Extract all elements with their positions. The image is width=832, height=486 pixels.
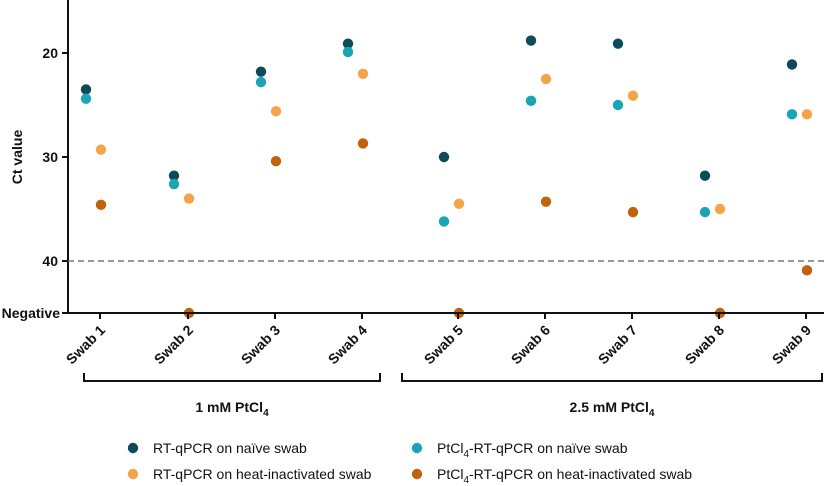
data-point <box>342 38 354 49</box>
data-point <box>270 106 282 117</box>
data-point <box>525 95 537 107</box>
x-tick-label: Swab 5 <box>421 322 467 368</box>
data-point <box>627 90 639 101</box>
y-axis-title: Ct value <box>9 130 25 185</box>
data-point <box>801 109 813 120</box>
data-point <box>438 151 450 163</box>
data-point <box>453 198 465 209</box>
data-point <box>786 109 798 120</box>
x-tick-label: Swab 7 <box>595 322 641 368</box>
legend-marker <box>411 468 423 480</box>
legend-label: PtCl4-RT-qPCR on naïve swab <box>437 440 628 460</box>
y-tick-label: 20 <box>42 45 58 61</box>
legend-label: RT-qPCR on heat-inactivated swab <box>153 466 372 482</box>
y-tick-label: 30 <box>42 149 58 165</box>
x-tick-label: Swab 1 <box>63 322 109 368</box>
legend-label: RT-qPCR on naïve swab <box>153 440 307 456</box>
plot-area <box>80 35 813 319</box>
legend: RT-qPCR on naïve swab RT-qPCR on heat-ina… <box>127 440 692 486</box>
data-point <box>627 206 639 218</box>
data-point <box>699 206 711 218</box>
data-point <box>270 155 282 167</box>
data-point <box>438 216 450 227</box>
legend-marker <box>411 442 423 454</box>
data-point <box>342 46 354 58</box>
data-point <box>80 84 92 95</box>
x-tick-label: Swab 2 <box>151 322 197 368</box>
data-point <box>540 73 552 85</box>
x-ticks: Swab 1 Swab 2 Swab 3 Swab 4 Swab 5 Swab 6 Swab… <box>63 313 815 368</box>
x-tick-label: Swab 8 <box>682 322 728 368</box>
data-point <box>786 59 798 70</box>
group-label: 2.5 mM PtCl4 <box>570 399 655 419</box>
data-point <box>357 138 369 149</box>
data-point <box>525 35 537 46</box>
data-point <box>168 178 180 190</box>
data-point <box>801 265 813 276</box>
x-tick-label: Swab 4 <box>325 322 371 368</box>
negative-tick-label: Negative <box>2 305 61 321</box>
data-point <box>95 199 107 211</box>
data-point <box>612 38 624 49</box>
y-tick-label: 40 <box>42 253 58 269</box>
data-point <box>699 170 711 181</box>
data-point <box>612 99 624 111</box>
data-point <box>80 93 92 104</box>
y-ticks: 20 30 40 <box>42 45 68 269</box>
data-point <box>183 193 195 204</box>
data-point <box>168 170 180 181</box>
x-tick-label: Swab 3 <box>238 322 284 368</box>
legend-marker <box>127 442 139 454</box>
group-brackets: 1 mM PtCl4 2.5 mM PtCl4 <box>83 373 823 419</box>
data-point <box>255 76 267 88</box>
data-point <box>357 68 369 80</box>
data-point <box>714 203 726 215</box>
legend-marker <box>127 468 139 480</box>
data-point <box>255 66 267 77</box>
data-point <box>540 196 552 207</box>
group-bracket <box>83 373 381 382</box>
data-point <box>95 144 107 155</box>
group-bracket <box>401 373 823 382</box>
x-tick-label: Swab 6 <box>508 322 554 368</box>
group-label: 1 mM PtCl4 <box>195 399 269 419</box>
x-tick-label: Swab 9 <box>769 322 815 368</box>
legend-label: PtCl4-RT-qPCR on heat-inactivated swab <box>437 466 692 486</box>
